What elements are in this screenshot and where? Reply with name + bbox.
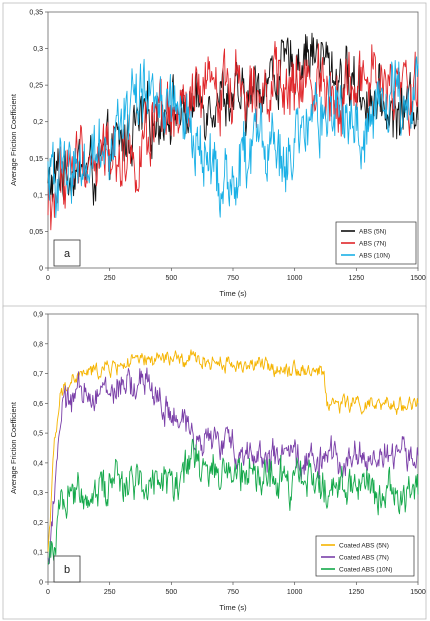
panel-letter: a <box>64 248 71 260</box>
panel-letter-box <box>53 239 81 267</box>
x-tick-label: 1250 <box>349 589 365 596</box>
y-tick-label: 0,1 <box>33 192 43 199</box>
series-line-2 <box>47 367 419 564</box>
x-tick-label: 750 <box>227 589 239 596</box>
legend-entry: ABS (5N) <box>359 228 386 235</box>
y-tick-label: 0,25 <box>29 83 43 90</box>
x-tick-label: 250 <box>104 589 116 596</box>
series-line-1 <box>47 349 419 552</box>
series-line-3 <box>47 438 419 565</box>
series-line-3 <box>47 56 419 219</box>
x-tick-label: 1500 <box>410 589 426 596</box>
y-tick-label: 0,8 <box>33 341 43 348</box>
legend: Coated ABS (5N) Coated ABS (7N) Coated ABS… <box>315 535 415 577</box>
y-tick-label: 0,3 <box>33 490 43 497</box>
chart-panel-b: 0 0,1 0,2 0,3 0,4 0,5 0,6 0,7 0,8 0,9 0 250 500 750 10… <box>2 305 427 620</box>
x-tick-label: 1500 <box>410 275 426 282</box>
y-tick-label: 0,05 <box>29 229 43 236</box>
x-tick-label: 250 <box>104 275 116 282</box>
x-tick-label: 500 <box>165 275 177 282</box>
x-tick-label: 1000 <box>287 275 303 282</box>
series-group <box>47 32 419 231</box>
y-tick-label: 0 <box>39 266 43 273</box>
legend-entry: Coated ABS (10N) <box>339 566 392 573</box>
y-tick-label: 0 <box>39 580 43 587</box>
chart-panel-a: 0 0,05 0,1 0,15 0,2 0,25 0,3 0,35 0 250 500 750 1000… <box>2 2 427 309</box>
panel-letter: b <box>64 564 70 576</box>
y-tick-label: 0,6 <box>33 401 43 408</box>
y-axis-label: Average Friction Coefficient <box>9 93 18 186</box>
x-tick-label: 500 <box>165 589 177 596</box>
y-tick-label: 0,3 <box>33 46 43 53</box>
series-group <box>47 349 419 565</box>
y-tick-label: 0,1 <box>33 550 43 557</box>
y-tick-label: 0,9 <box>33 312 43 319</box>
x-tick-label: 0 <box>46 275 50 282</box>
legend: ABS (5N) ABS (7N) ABS (10N) <box>335 221 417 265</box>
legend-entry: ABS (7N) <box>359 240 386 247</box>
legend-entry: Coated ABS (7N) <box>339 554 389 561</box>
y-tick-label: 0,4 <box>33 460 43 467</box>
x-tick-label: 0 <box>46 589 50 596</box>
legend-entry: ABS (10N) <box>359 252 390 259</box>
x-tick-label: 1250 <box>349 275 365 282</box>
y-tick-label: 0,5 <box>33 431 43 438</box>
legend-entry: Coated ABS (5N) <box>339 542 389 549</box>
panel-letter-box <box>53 555 81 583</box>
y-tick-label: 0,15 <box>29 156 43 163</box>
y-tick-label: 0,7 <box>33 371 43 378</box>
x-tick-label: 750 <box>227 275 239 282</box>
x-axis-label: Time (s) <box>219 289 247 298</box>
y-tick-label: 0,35 <box>29 10 43 17</box>
x-tick-label: 1000 <box>287 589 303 596</box>
x-axis-label: Time (s) <box>219 603 247 612</box>
y-tick-label: 0,2 <box>33 520 43 527</box>
y-tick-label: 0,2 <box>33 119 43 126</box>
y-axis-label: Average Friction Coefficient <box>9 401 18 494</box>
